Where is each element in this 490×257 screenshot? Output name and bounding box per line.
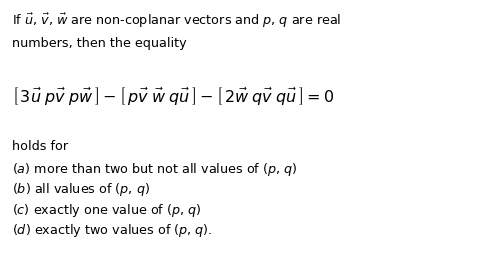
Text: ($b$) all values of ($p$, $q$): ($b$) all values of ($p$, $q$) [12, 181, 150, 198]
Text: If $\vec{u}$, $\vec{v}$, $\vec{w}$ are non-coplanar vectors and $p$, $q$ are rea: If $\vec{u}$, $\vec{v}$, $\vec{w}$ are n… [12, 12, 342, 30]
Text: ($a$) more than two but not all values of ($p$, $q$): ($a$) more than two but not all values o… [12, 161, 298, 178]
Text: ($d$) exactly two values of ($p$, $q$).: ($d$) exactly two values of ($p$, $q$). [12, 222, 213, 239]
Text: ($c$) exactly one value of ($p$, $q$): ($c$) exactly one value of ($p$, $q$) [12, 202, 202, 219]
Text: $\left[\,3\vec{u}\; p\vec{v}\; p\vec{w}\,\right]-\left[\,p\vec{v}\; \vec{w}\; q\: $\left[\,3\vec{u}\; p\vec{v}\; p\vec{w}\… [12, 85, 335, 107]
Text: numbers, then the equality: numbers, then the equality [12, 37, 187, 50]
Text: holds for: holds for [12, 140, 69, 153]
